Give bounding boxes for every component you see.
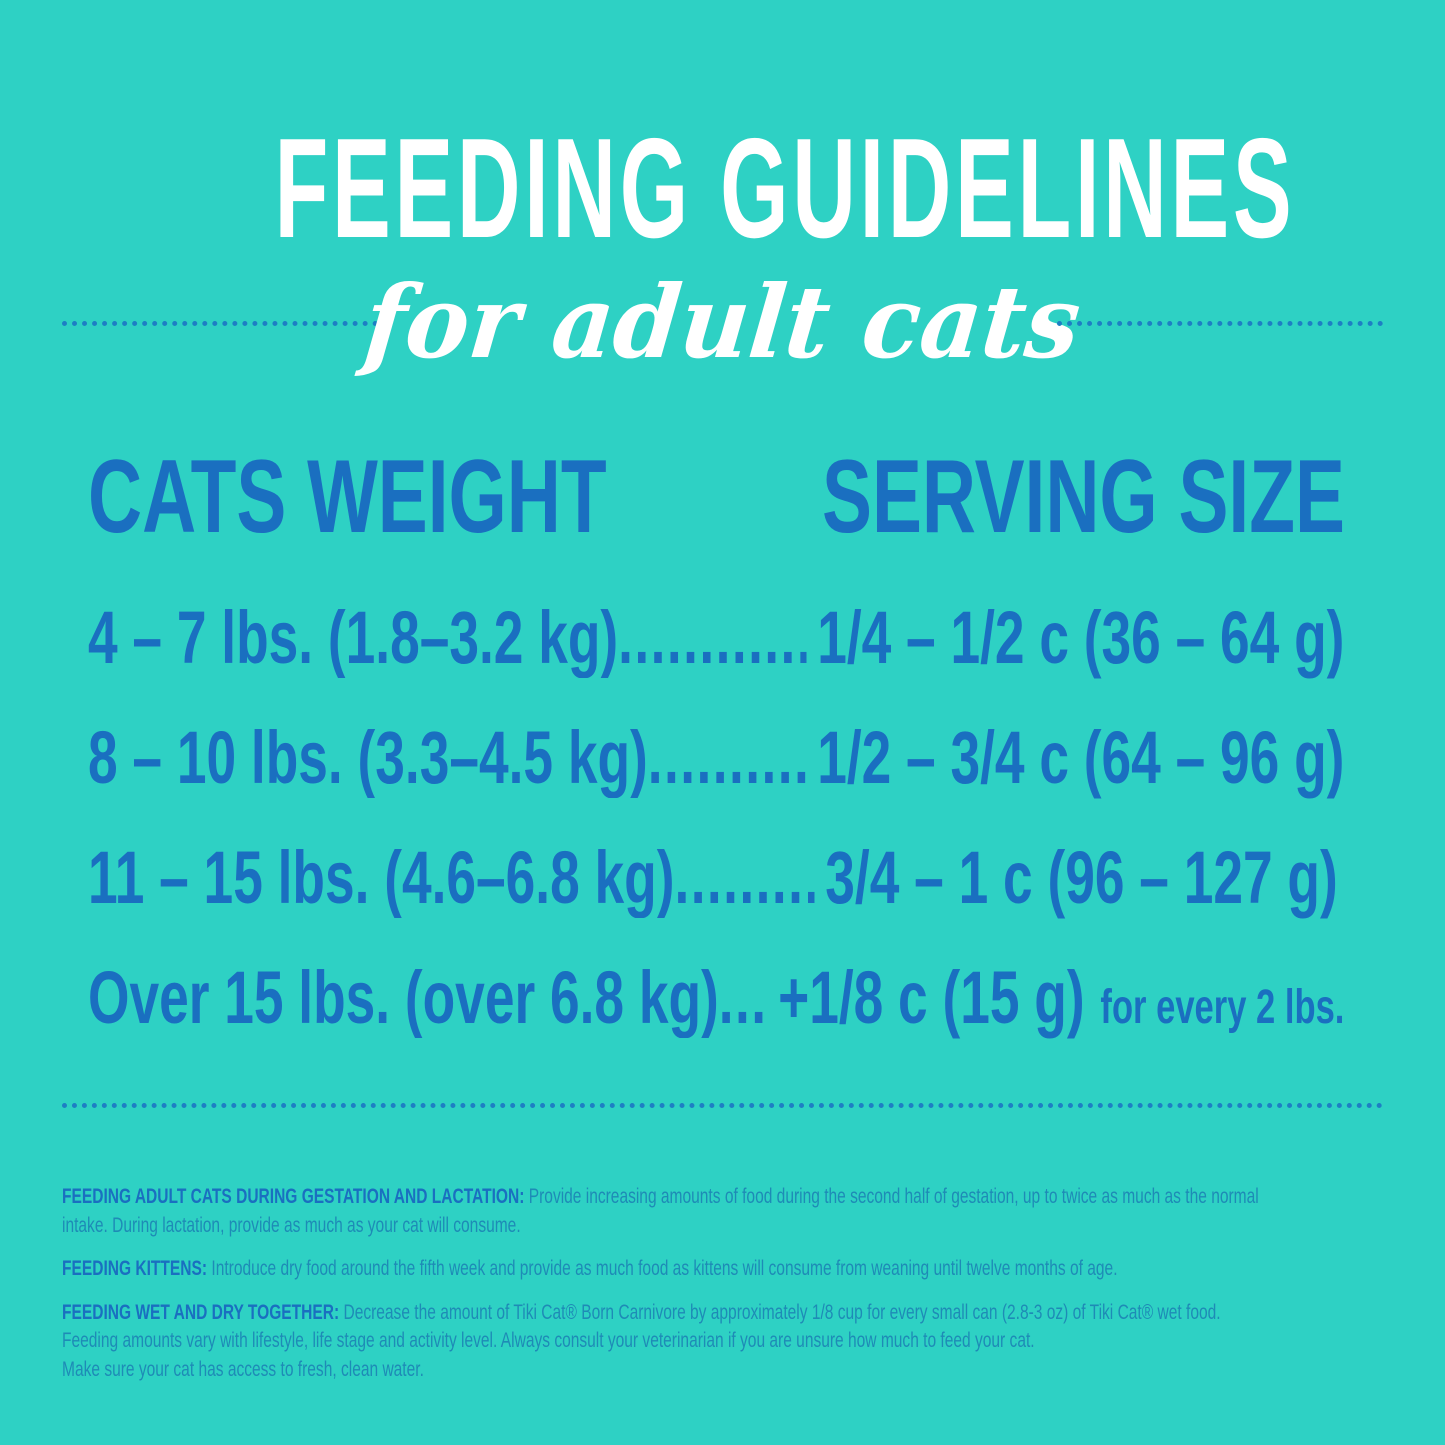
table-row: Over 15 lbs. (over 6.8 kg) +1/8 c (15 g)…: [88, 958, 1344, 1038]
header-cats-weight: CATS WEIGHT: [88, 439, 607, 555]
note-text: Provide increasing amounts of food durin…: [528, 1185, 1259, 1208]
note-text: Decrease the amount of Tiki Cat® Born Ca…: [343, 1300, 1221, 1324]
note-gestation: FEEDING ADULT CATS DURING GESTATION AND …: [62, 1183, 1372, 1240]
header-serving-size: SERVING SIZE: [822, 439, 1345, 555]
note-kittens: FEEDING KITTENS: Introduce dry food arou…: [62, 1255, 1372, 1284]
note-text: intake. During lactation, provide as muc…: [62, 1213, 521, 1237]
table-row: 8 – 10 lbs. (3.3–4.5 kg) 1/2 – 3/4 c (64…: [88, 718, 1344, 798]
serving-cell: 1/2 – 3/4 c (64 – 96 g): [817, 716, 1345, 799]
weight-cell: 4 – 7 lbs. (1.8–3.2 kg): [88, 598, 619, 678]
dot-leader: [618, 598, 806, 678]
weight-cell: 8 – 10 lbs. (3.3–4.5 kg): [88, 718, 648, 798]
footnotes: FEEDING ADULT CATS DURING GESTATION AND …: [62, 1183, 1372, 1399]
note-wet-dry: FEEDING WET AND DRY TOGETHER: Decrease t…: [62, 1299, 1372, 1385]
weight-cell: Over 15 lbs. (over 6.8 kg): [88, 958, 719, 1038]
page-title: FEEDING GUIDELINES: [274, 109, 1296, 268]
table-row: 4 – 7 lbs. (1.8–3.2 kg) 1/4 – 1/2 c (36 …: [88, 598, 1344, 678]
serving-note: for every 2 lbs.: [1100, 981, 1345, 1034]
dot-leader: [719, 958, 767, 1038]
dot-leader: [648, 718, 807, 798]
note-heading: FEEDING WET AND DRY TOGETHER:: [62, 1300, 340, 1324]
serving-cell: 3/4 – 1 c (96 – 127 g): [825, 836, 1338, 919]
weight-cell: 11 – 15 lbs. (4.6–6.8 kg): [88, 838, 675, 918]
dot-leader: [674, 838, 814, 918]
table-row: 11 – 15 lbs. (4.6–6.8 kg) 3/4 – 1 c (96 …: [88, 838, 1344, 918]
note-text: Feeding amounts vary with lifestyle, lif…: [62, 1329, 1035, 1352]
divider-dotted-right: [1057, 321, 1383, 326]
note-text: Introduce dry food around the fifth week…: [211, 1257, 1118, 1280]
divider-dotted-bottom: [62, 1103, 1383, 1108]
serving-cell: 1/4 – 1/2 c (36 – 64 g): [817, 596, 1345, 679]
note-heading: FEEDING ADULT CATS DURING GESTATION AND …: [62, 1185, 525, 1208]
serving-cell: +1/8 c (15 g): [778, 956, 1085, 1039]
note-heading: FEEDING KITTENS:: [62, 1257, 208, 1280]
divider-dotted-left: [62, 321, 388, 326]
note-text: Make sure your cat has access to fresh, …: [62, 1357, 424, 1381]
